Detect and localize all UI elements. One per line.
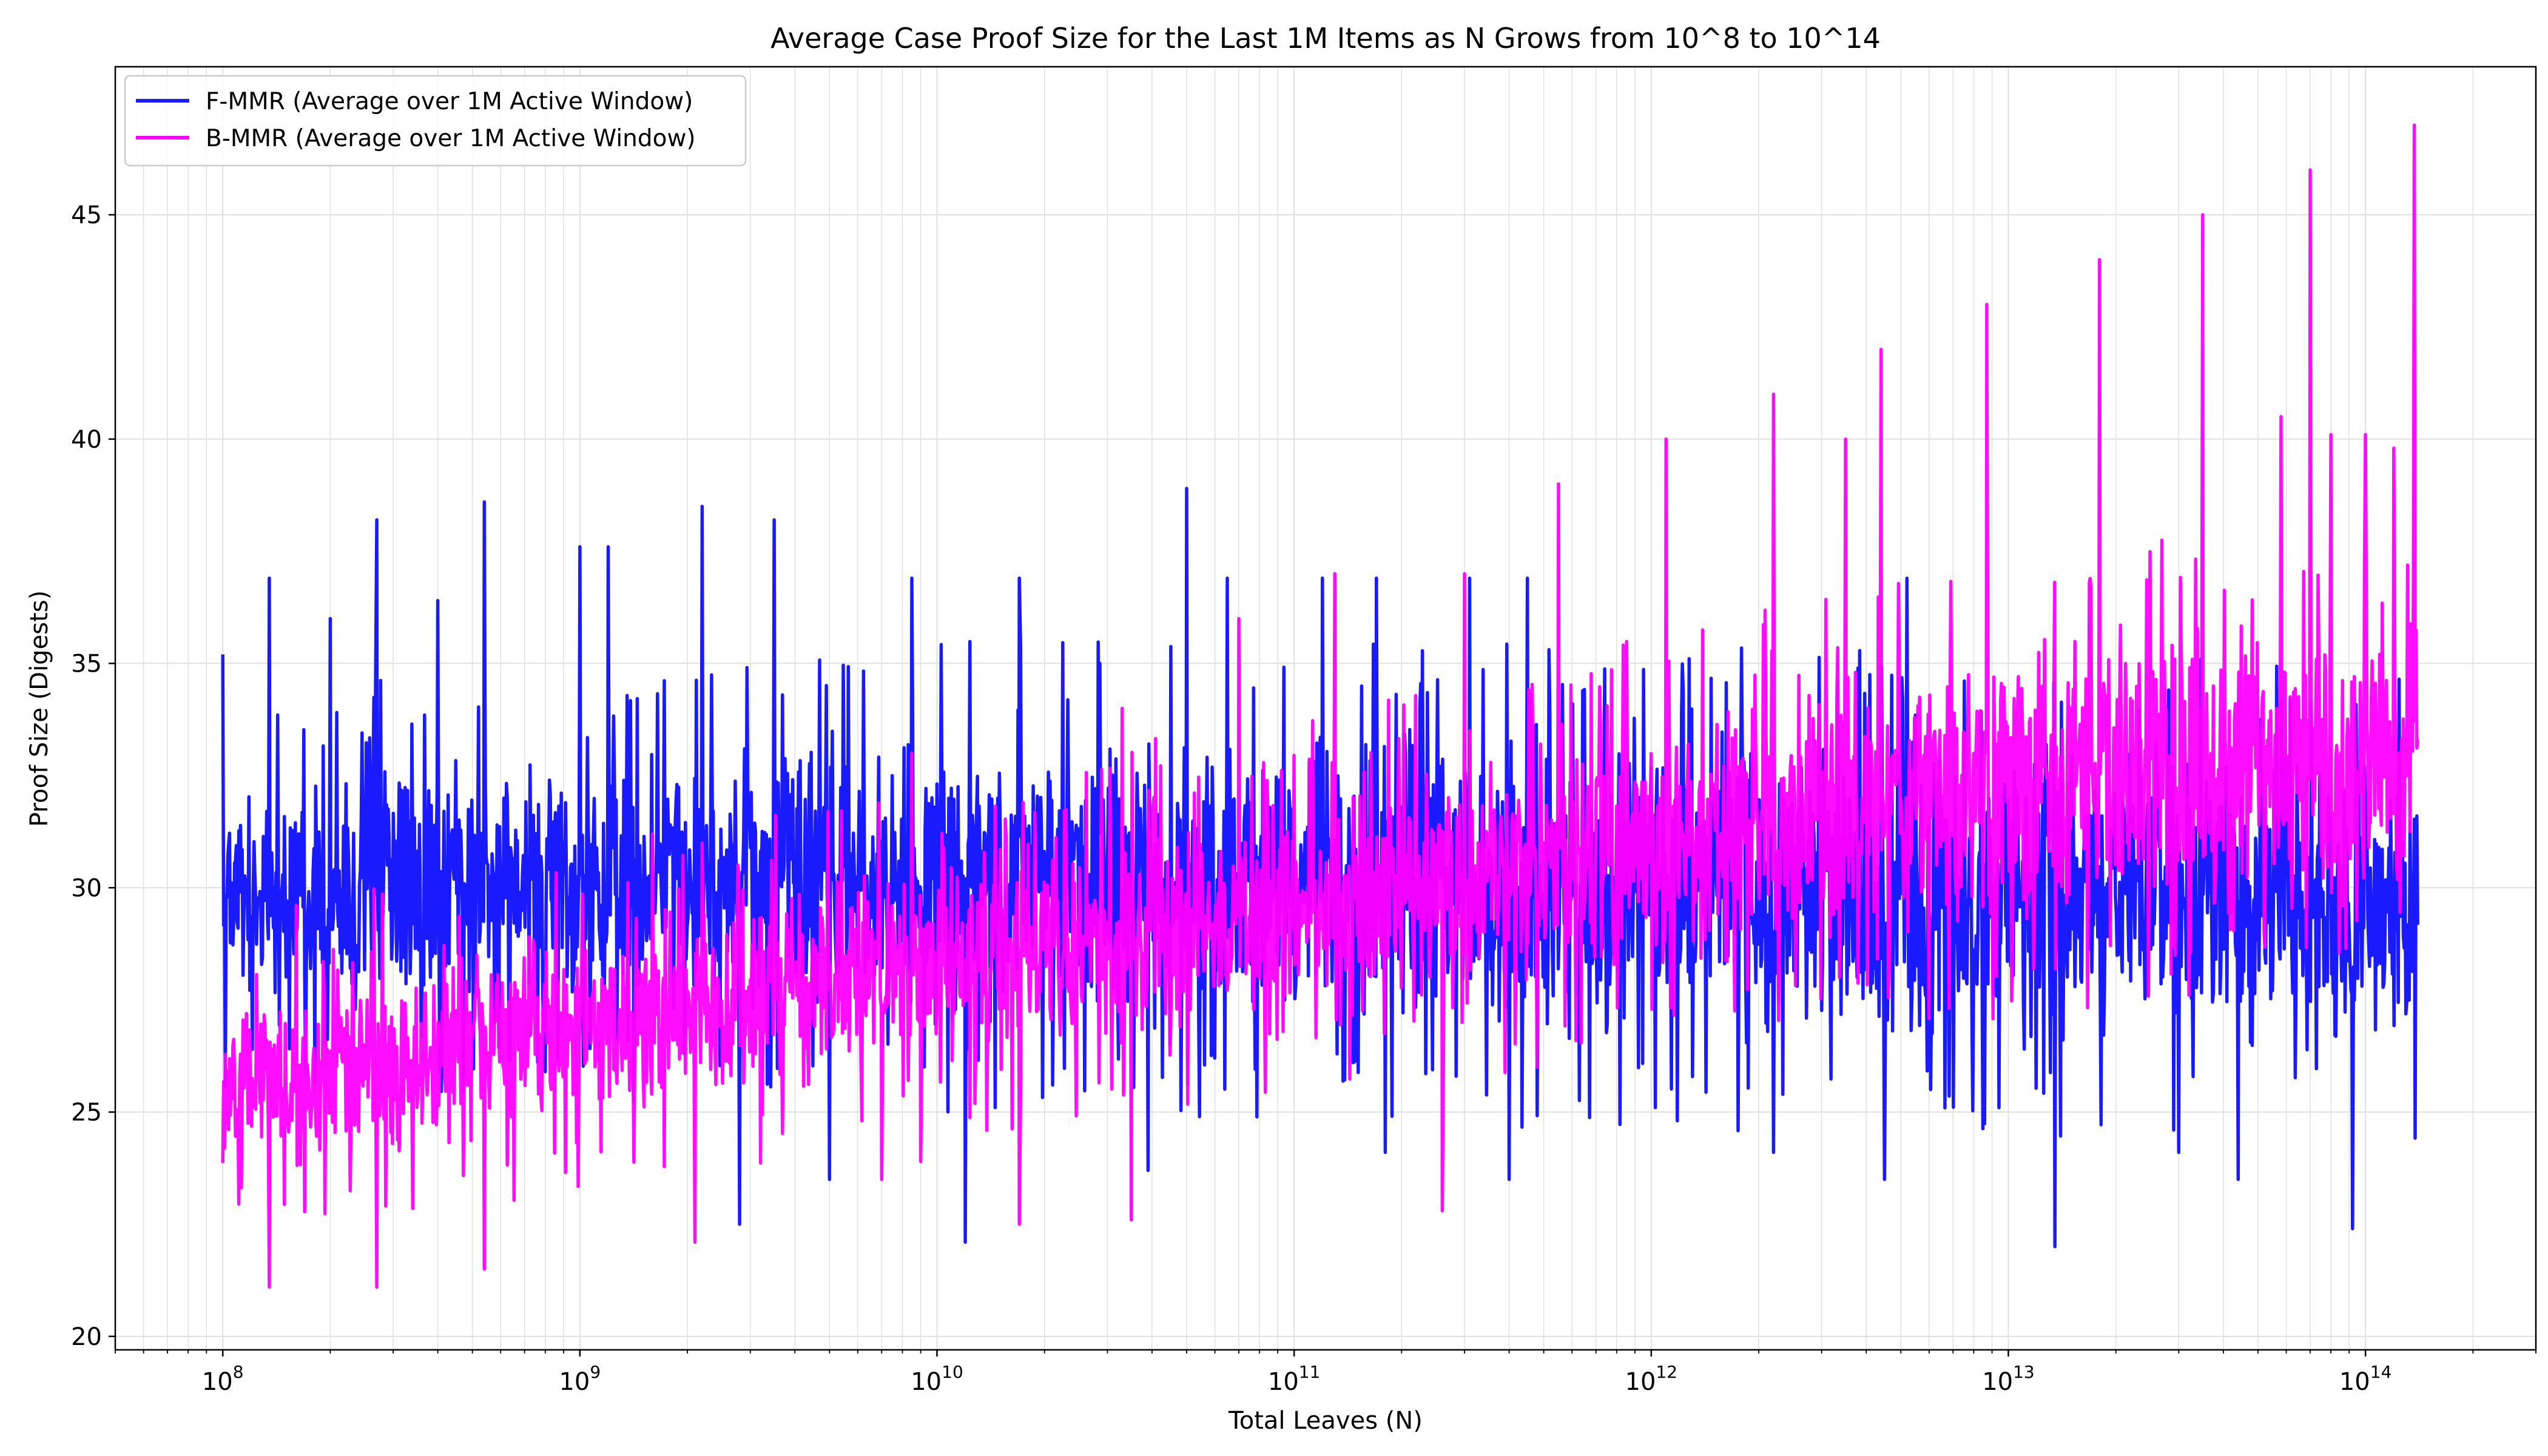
x-tick-label: 109 xyxy=(559,1362,601,1396)
legend-label-fmmr: F-MMR (Average over 1M Active Window) xyxy=(206,88,693,115)
series-line-bmmr xyxy=(221,123,2419,1289)
chart-title: Average Case Proof Size for the Last 1M … xyxy=(770,22,1881,55)
y-tick-label: 25 xyxy=(71,1099,102,1127)
legend-box xyxy=(124,75,747,167)
y-axis-label: Proof Size (Digests) xyxy=(25,590,53,827)
axis-ticks: 108 109 1010 1011 1012 1013 1014 20 25 30 35 40 45 xyxy=(71,201,2536,1396)
y-tick-label: 40 xyxy=(71,426,102,454)
x-tick-label: 1011 xyxy=(1268,1362,1321,1396)
y-tick-label: 30 xyxy=(71,874,102,902)
x-tick-label: 108 xyxy=(202,1362,244,1396)
plot-frame xyxy=(114,66,2537,1351)
x-tick-label: 1012 xyxy=(1625,1362,1678,1396)
series-layer xyxy=(221,123,2419,1289)
legend: F-MMR (Average over 1M Active Window) B-… xyxy=(124,75,747,167)
y-tick-label: 45 xyxy=(71,201,102,229)
x-tick-label: 1010 xyxy=(911,1362,963,1396)
x-tick-label: 1014 xyxy=(2339,1362,2392,1396)
y-tick-label: 35 xyxy=(71,650,102,678)
x-tick-label: 1013 xyxy=(1982,1362,2035,1396)
legend-label-bmmr: B-MMR (Average over 1M Active Window) xyxy=(206,125,696,152)
y-tick-label: 20 xyxy=(71,1323,102,1351)
x-axis-label: Total Leaves (N) xyxy=(1228,1407,1423,1435)
